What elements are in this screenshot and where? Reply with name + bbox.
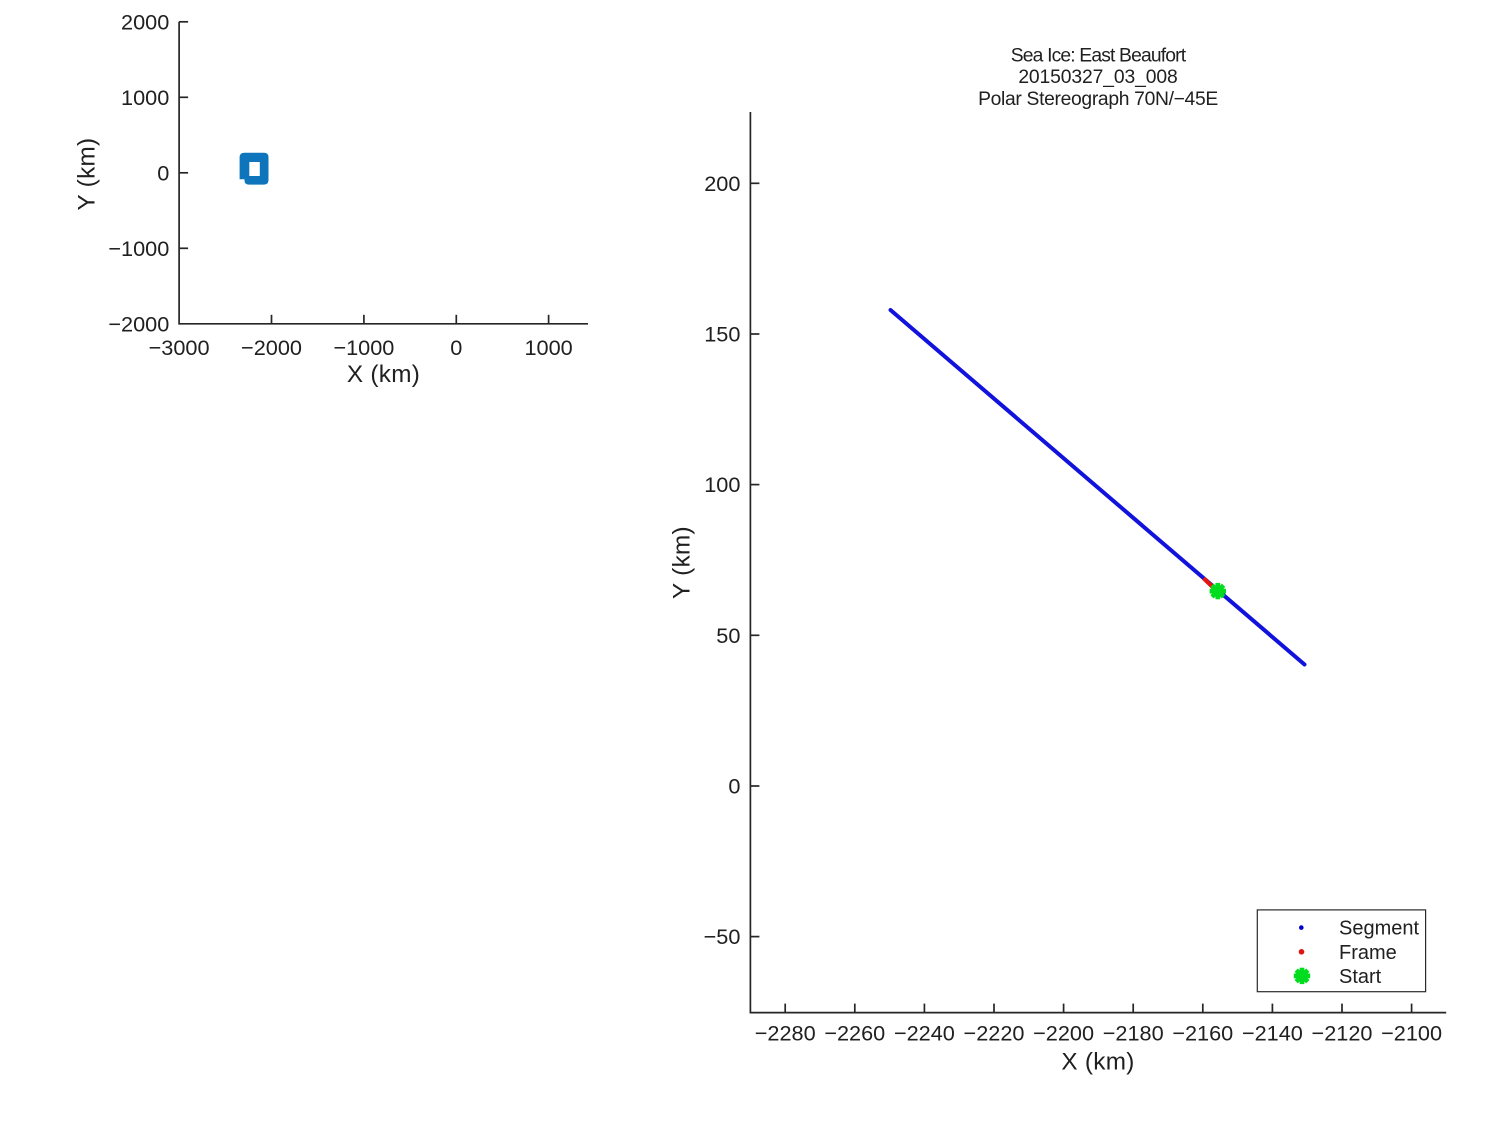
svg-text:−2240: −2240 [894, 1021, 955, 1046]
svg-text:1000: 1000 [524, 335, 572, 360]
svg-text:−2180: −2180 [1103, 1021, 1164, 1046]
svg-text:−2260: −2260 [824, 1021, 885, 1046]
svg-text:Polar Stereograph 70N/−45E: Polar Stereograph 70N/−45E [978, 89, 1218, 110]
svg-text:−2140: −2140 [1242, 1021, 1303, 1046]
svg-text:−2220: −2220 [964, 1021, 1025, 1046]
svg-text:50: 50 [716, 623, 740, 648]
svg-text:X (km): X (km) [347, 361, 420, 388]
svg-text:−50: −50 [704, 924, 741, 949]
svg-text:100: 100 [704, 472, 740, 497]
svg-text:20150327_03_008: 20150327_03_008 [1018, 67, 1177, 88]
svg-text:0: 0 [157, 160, 169, 185]
svg-text:1000: 1000 [121, 85, 169, 110]
svg-text:Y (km): Y (km) [74, 138, 101, 211]
svg-text:−2000: −2000 [241, 335, 302, 360]
svg-text:0: 0 [450, 335, 462, 360]
svg-text:Segment: Segment [1339, 918, 1419, 940]
svg-text:0: 0 [728, 774, 740, 799]
svg-text:−2100: −2100 [1381, 1021, 1442, 1046]
svg-text:Start: Start [1339, 966, 1382, 988]
svg-text:−2000: −2000 [108, 311, 169, 336]
svg-text:−2280: −2280 [755, 1021, 816, 1046]
svg-text:−1000: −1000 [108, 236, 169, 261]
svg-text:2000: 2000 [121, 9, 169, 34]
svg-text:Sea Ice: East Beaufort: Sea Ice: East Beaufort [1011, 46, 1187, 67]
svg-text:X (km): X (km) [1061, 1048, 1134, 1075]
svg-text:150: 150 [704, 322, 740, 347]
svg-text:−3000: −3000 [149, 335, 210, 360]
svg-text:−2200: −2200 [1033, 1021, 1094, 1046]
svg-text:−2160: −2160 [1172, 1021, 1233, 1046]
svg-text:200: 200 [704, 171, 740, 196]
svg-text:−2120: −2120 [1312, 1021, 1373, 1046]
svg-text:Frame: Frame [1339, 942, 1397, 964]
svg-text:−1000: −1000 [333, 335, 394, 360]
svg-text:Y (km): Y (km) [669, 526, 696, 599]
